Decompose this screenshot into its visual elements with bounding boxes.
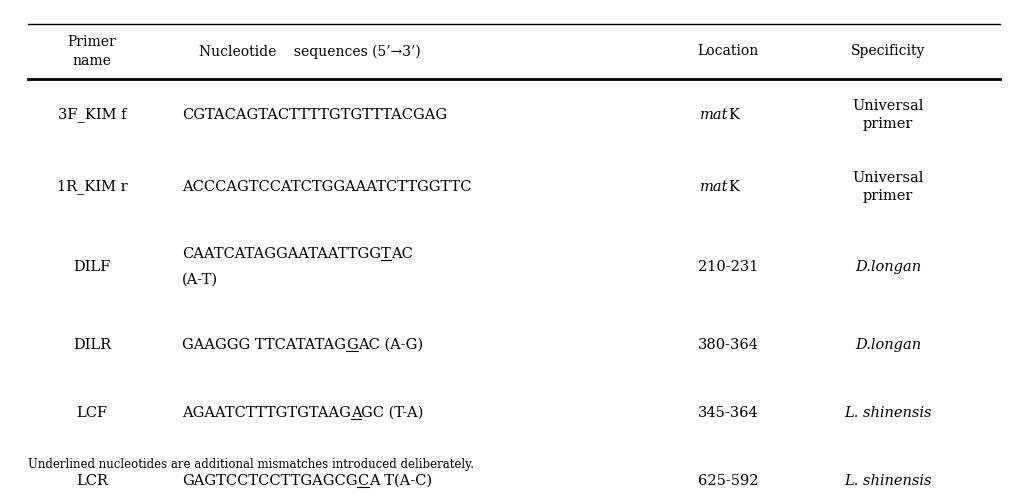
Text: D.longan: D.longan — [855, 260, 921, 274]
Text: 625-592: 625-592 — [697, 474, 758, 488]
Text: 3F_KIM f: 3F_KIM f — [58, 108, 126, 123]
Text: Location: Location — [697, 44, 758, 58]
Text: 380-364: 380-364 — [697, 338, 758, 352]
Text: C: C — [357, 474, 369, 488]
Text: 1R_KIM r: 1R_KIM r — [57, 179, 127, 195]
Text: CGTACAGTACTTTTGTGTTTACGAG: CGTACAGTACTTTTGTGTTTACGAG — [182, 108, 447, 122]
Text: DILF: DILF — [73, 260, 111, 274]
Text: CAATCATAGGAATAATTGG: CAATCATAGGAATAATTGG — [182, 247, 381, 261]
Text: Primer
name: Primer name — [67, 35, 116, 68]
Text: DILR: DILR — [73, 338, 111, 352]
Text: AGAATCTTTGTGTAAG: AGAATCTTTGTGTAAG — [182, 406, 351, 420]
Text: Nucleotide    sequences (5’→3’): Nucleotide sequences (5’→3’) — [200, 44, 420, 59]
Text: A T(A-C): A T(A-C) — [369, 474, 432, 488]
Text: (A-T): (A-T) — [182, 273, 218, 287]
Text: K: K — [728, 108, 739, 122]
Text: AC (A-G): AC (A-G) — [357, 338, 422, 352]
Text: Specificity: Specificity — [851, 44, 925, 58]
Text: AC: AC — [391, 247, 412, 261]
Text: mat: mat — [699, 108, 728, 122]
Text: 210-231: 210-231 — [697, 260, 758, 274]
Text: L. shinensis: L. shinensis — [844, 406, 931, 420]
Text: A: A — [351, 406, 361, 420]
Text: T: T — [381, 247, 391, 261]
Text: Universal
primer: Universal primer — [852, 171, 923, 203]
Text: Universal
primer: Universal primer — [852, 99, 923, 131]
Text: D.longan: D.longan — [855, 338, 921, 352]
Text: LCF: LCF — [76, 406, 108, 420]
Text: L. shinensis: L. shinensis — [844, 474, 931, 488]
Text: mat: mat — [699, 180, 728, 194]
Text: ACCCAGTCCATCTGGAAATCTTGGTTC: ACCCAGTCCATCTGGAAATCTTGGTTC — [182, 180, 471, 194]
Text: 345-364: 345-364 — [697, 406, 758, 420]
Text: GC (T-A): GC (T-A) — [361, 406, 423, 420]
Text: K: K — [728, 180, 739, 194]
Text: LCR: LCR — [76, 474, 108, 488]
Text: GAGTCCTCCTTGAGCG: GAGTCCTCCTTGAGCG — [182, 474, 357, 488]
Text: GAAGGG TTCATATAG: GAAGGG TTCATATAG — [182, 338, 346, 352]
Text: G: G — [346, 338, 357, 352]
Text: Underlined nucleotides are additional mismatches introduced deliberately.: Underlined nucleotides are additional mi… — [29, 457, 474, 470]
